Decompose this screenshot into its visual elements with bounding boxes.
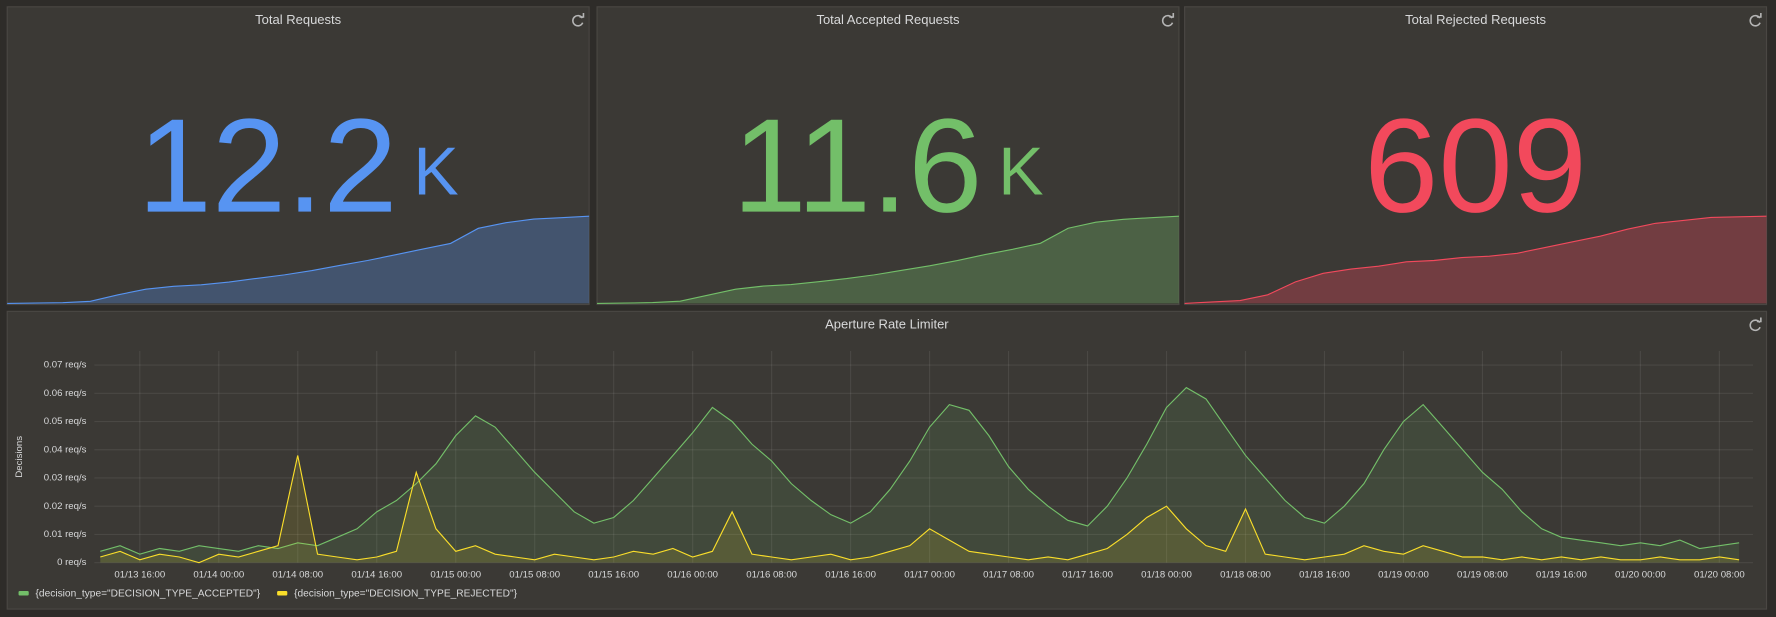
legend-swatch[interactable] xyxy=(18,590,29,596)
x-tick-label: 01/15 00:00 xyxy=(430,570,481,581)
y-tick-label: 0.01 req/s xyxy=(44,529,87,540)
sparkline xyxy=(1184,215,1767,304)
x-tick-label: 01/18 00:00 xyxy=(1141,570,1192,581)
stat-value: 609 xyxy=(1364,92,1587,241)
series-line xyxy=(100,455,1740,564)
stat-number: 11.6 xyxy=(732,92,982,241)
x-tick-label: 01/15 16:00 xyxy=(588,570,639,581)
stat-unit: K xyxy=(998,135,1043,210)
y-tick-label: 0 req/s xyxy=(57,557,87,568)
x-tick-label: 01/16 00:00 xyxy=(667,570,718,581)
sparkline-area xyxy=(597,216,1179,304)
refresh-icon[interactable] xyxy=(1749,14,1761,27)
x-tick-label: 01/19 16:00 xyxy=(1536,570,1587,581)
y-tick-label: 0.04 req/s xyxy=(44,444,87,455)
x-tick-label: 01/16 08:00 xyxy=(746,570,797,581)
x-tick-label: 01/19 08:00 xyxy=(1457,570,1508,581)
y-tick-label: 0.07 req/s xyxy=(44,360,87,371)
panel xyxy=(1184,6,1768,306)
x-tick-label: 01/20 08:00 xyxy=(1694,570,1745,581)
panel xyxy=(596,6,1180,306)
refresh-arrow xyxy=(1756,317,1762,323)
panel-title: Aperture Rate Limiter xyxy=(825,316,949,331)
refresh-icon[interactable] xyxy=(572,14,584,27)
refresh-arrow xyxy=(579,13,585,18)
x-tick-label: 01/20 00:00 xyxy=(1615,570,1666,581)
x-tick-label: 01/14 00:00 xyxy=(193,570,244,581)
stat-value: 11.6 K xyxy=(732,92,1043,241)
legend-swatch[interactable] xyxy=(277,590,288,596)
panel xyxy=(6,310,1768,610)
series-area xyxy=(100,455,1740,563)
x-tick-label: 01/19 00:00 xyxy=(1378,570,1429,581)
panel-title: Total Accepted Requests xyxy=(816,12,960,27)
x-tick-label: 01/18 08:00 xyxy=(1220,570,1271,581)
refresh-icon[interactable] xyxy=(1749,319,1761,332)
series-line xyxy=(100,386,1740,555)
sparkline xyxy=(597,215,1179,304)
x-tick-label: 01/16 16:00 xyxy=(825,570,876,581)
sparkline-area xyxy=(1184,216,1767,304)
x-tick-label: 01/18 16:00 xyxy=(1299,570,1350,581)
x-tick-label: 01/13 16:00 xyxy=(114,570,165,581)
x-tick-label: 01/14 16:00 xyxy=(351,570,402,581)
y-axis-label: Decisions xyxy=(14,436,25,478)
y-tick-label: 0.05 req/s xyxy=(44,416,87,427)
legend-label[interactable]: {decision_type="DECISION_TYPE_REJECTED"} xyxy=(294,588,518,599)
y-tick-label: 0.06 req/s xyxy=(44,388,87,399)
refresh-icon[interactable] xyxy=(1161,14,1174,27)
x-tick-label: 01/17 16:00 xyxy=(1062,570,1113,581)
panel-title: Total Rejected Requests xyxy=(1405,12,1546,27)
y-tick-label: 0.03 req/s xyxy=(44,473,87,484)
refresh-arrow xyxy=(1756,13,1762,18)
legend-label[interactable]: {decision_type="DECISION_TYPE_ACCEPTED"} xyxy=(36,588,261,599)
sparkline-area xyxy=(7,216,590,304)
x-tick-label: 01/15 08:00 xyxy=(509,570,560,581)
stat-value: 12.2 K xyxy=(138,92,459,241)
stat-unit: K xyxy=(413,135,458,210)
x-tick-label: 01/17 00:00 xyxy=(904,570,955,581)
y-tick-label: 0.02 req/s xyxy=(44,501,87,512)
refresh-arrow xyxy=(1169,13,1175,18)
x-tick-label: 01/17 08:00 xyxy=(983,570,1034,581)
panel-title: Total Requests xyxy=(255,12,341,27)
x-tick-label: 01/14 08:00 xyxy=(272,570,323,581)
sparkline xyxy=(7,215,590,304)
panel xyxy=(6,6,590,306)
stat-number: 609 xyxy=(1364,92,1587,241)
stat-number: 12.2 xyxy=(138,92,398,241)
